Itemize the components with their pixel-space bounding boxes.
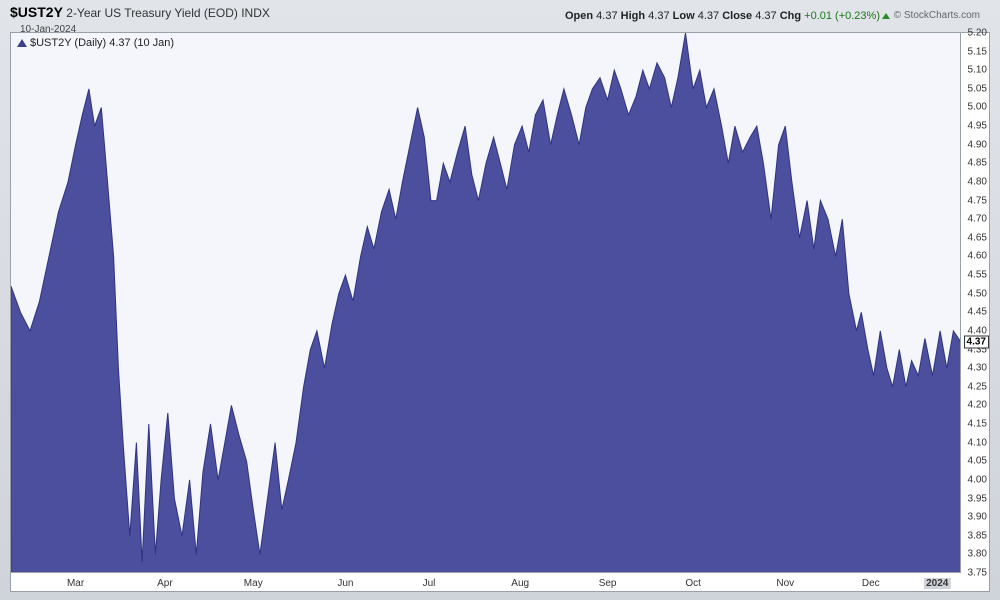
x-axis: Mar Apr May Jun Jul Aug Sep Oct Nov Dec 2024 bbox=[11, 571, 961, 591]
high-value: 4.37 bbox=[648, 10, 669, 22]
y-tick: 3.85 bbox=[968, 530, 987, 541]
y-tick: 3.80 bbox=[968, 549, 987, 560]
low-label: Low bbox=[673, 10, 695, 22]
low-value: 4.37 bbox=[698, 10, 719, 22]
y-tick: 4.20 bbox=[968, 400, 987, 411]
y-tick: 4.30 bbox=[968, 363, 987, 374]
y-tick: 4.05 bbox=[968, 456, 987, 467]
symbol-description: 2-Year US Treasury Yield (EOD) INDX bbox=[66, 6, 270, 20]
x-tick: Aug bbox=[511, 578, 529, 589]
y-tick: 5.10 bbox=[968, 65, 987, 76]
chart-container: $UST2Y (Daily) 4.37 (10 Jan) 3.75 3.80 3.8… bbox=[10, 32, 990, 592]
y-tick: 4.15 bbox=[968, 419, 987, 430]
y-tick: 3.95 bbox=[968, 493, 987, 504]
y-tick: 4.60 bbox=[968, 251, 987, 262]
plot-area[interactable]: $UST2Y (Daily) 4.37 (10 Jan) bbox=[11, 33, 961, 573]
y-tick: 4.75 bbox=[968, 195, 987, 206]
area-chart-svg bbox=[11, 33, 961, 573]
x-tick: Sep bbox=[599, 578, 617, 589]
up-arrow-icon bbox=[882, 13, 890, 19]
x-tick: May bbox=[244, 578, 263, 589]
x-tick: Mar bbox=[67, 578, 84, 589]
y-tick: 4.00 bbox=[968, 474, 987, 485]
y-tick: 4.65 bbox=[968, 232, 987, 243]
x-tick: 2024 bbox=[924, 578, 950, 589]
y-axis: 3.753.803.853.903.954.004.054.104.154.20… bbox=[959, 33, 989, 573]
x-tick: Jul bbox=[423, 578, 436, 589]
x-tick: Jun bbox=[337, 578, 353, 589]
series-legend: $UST2Y (Daily) 4.37 (10 Jan) bbox=[17, 37, 174, 49]
y-tick: 4.85 bbox=[968, 158, 987, 169]
open-value: 4.37 bbox=[596, 10, 617, 22]
legend-marker-icon bbox=[17, 39, 27, 47]
credit: © StockCharts.com bbox=[894, 10, 980, 21]
y-tick: 5.05 bbox=[968, 83, 987, 94]
y-tick: 4.55 bbox=[968, 270, 987, 281]
y-tick: 5.15 bbox=[968, 46, 987, 57]
y-tick: 4.25 bbox=[968, 381, 987, 392]
y-tick: 4.50 bbox=[968, 288, 987, 299]
y-tick: 5.20 bbox=[968, 28, 987, 39]
ohlc-row: Open 4.37 High 4.37 Low 4.37 Close 4.37 … bbox=[565, 10, 890, 22]
y-tick: 3.75 bbox=[968, 568, 987, 579]
legend-text: $UST2Y (Daily) 4.37 (10 Jan) bbox=[30, 37, 174, 49]
x-tick: Apr bbox=[157, 578, 173, 589]
y-tick: 4.70 bbox=[968, 214, 987, 225]
y-tick: 4.90 bbox=[968, 139, 987, 150]
chg-value: +0.01 (+0.23%) bbox=[804, 10, 880, 22]
symbol: $UST2Y bbox=[10, 4, 63, 20]
open-label: Open bbox=[565, 10, 593, 22]
high-label: High bbox=[621, 10, 645, 22]
x-tick: Nov bbox=[776, 578, 794, 589]
y-last-value: 4.37 bbox=[964, 336, 989, 349]
x-tick: Oct bbox=[685, 578, 701, 589]
y-tick: 4.10 bbox=[968, 437, 987, 448]
y-tick: 4.45 bbox=[968, 307, 987, 318]
y-tick: 4.95 bbox=[968, 121, 987, 132]
y-tick: 3.90 bbox=[968, 512, 987, 523]
close-value: 4.37 bbox=[755, 10, 776, 22]
y-tick: 4.80 bbox=[968, 176, 987, 187]
chg-label: Chg bbox=[780, 10, 801, 22]
chart-header: $UST2Y 2-Year US Treasury Yield (EOD) IN… bbox=[10, 4, 990, 32]
x-tick: Dec bbox=[862, 578, 880, 589]
close-label: Close bbox=[722, 10, 752, 22]
y-tick: 5.00 bbox=[968, 102, 987, 113]
chart-frame: $UST2Y 2-Year US Treasury Yield (EOD) IN… bbox=[0, 0, 1000, 600]
